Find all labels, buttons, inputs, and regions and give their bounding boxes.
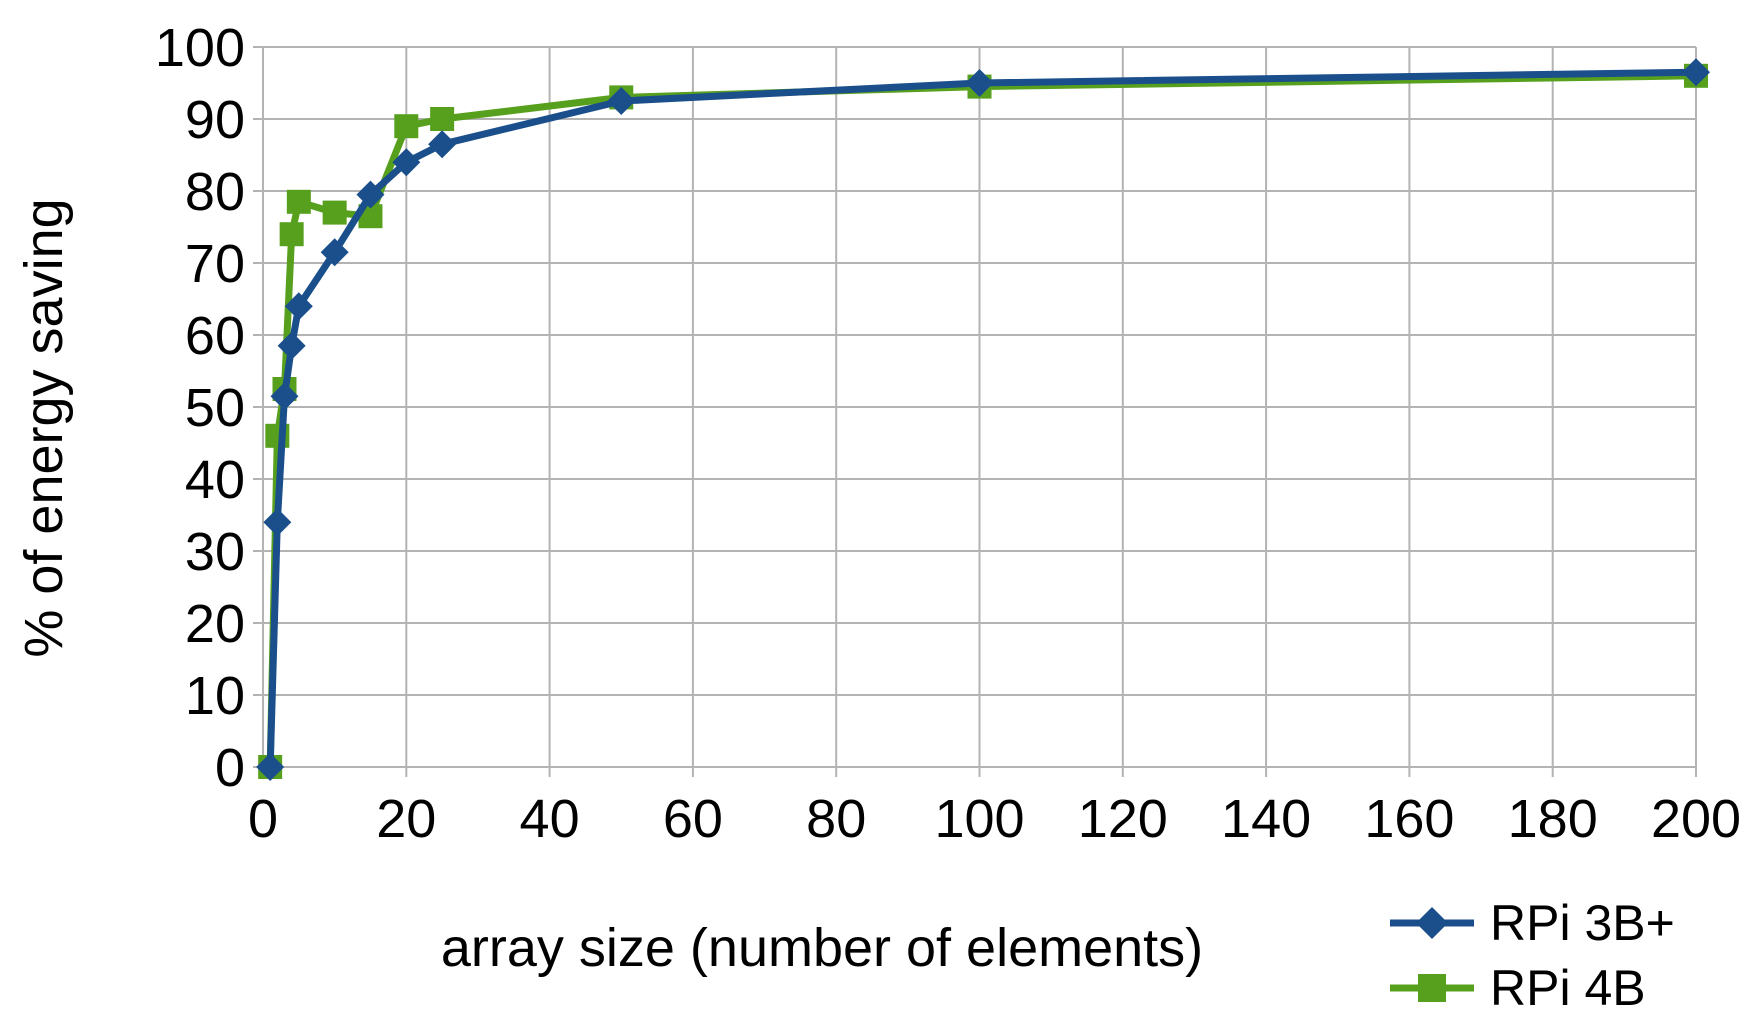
data-point [263, 508, 292, 537]
x-axis-title: array size (number of elements) [441, 918, 1203, 978]
data-series [256, 58, 1710, 781]
y-tick-label: 90 [185, 90, 245, 150]
legend-label: RPi 3B+ [1490, 895, 1675, 951]
data-point [356, 180, 385, 209]
y-tick-label: 100 [155, 18, 245, 78]
series-line [266, 68, 1697, 768]
data-point [1682, 58, 1710, 87]
data-point [965, 69, 994, 97]
x-tick-label: 180 [1508, 789, 1598, 849]
y-tick-label: 70 [185, 234, 245, 294]
legend: RPi 3B+ RPi 4B [1390, 895, 1675, 1016]
grid [253, 46, 1697, 777]
data-point [277, 331, 306, 360]
data-point [394, 114, 419, 139]
x-tick-label: 100 [934, 789, 1024, 849]
y-tick-label: 50 [185, 378, 245, 438]
legend-item: RPi 4B [1390, 960, 1646, 1016]
legend-swatch-marker [1416, 907, 1448, 939]
data-point [428, 130, 457, 159]
x-tick-label: 40 [520, 789, 580, 849]
series-rpi-4b [258, 63, 1708, 779]
data-point [284, 292, 313, 321]
data-point [256, 753, 285, 781]
legend-item: RPi 3B+ [1390, 895, 1675, 951]
y-axis-title: % of energy saving [14, 198, 74, 657]
data-point [286, 189, 311, 214]
x-tick-label: 140 [1221, 789, 1311, 849]
legend-label: RPi 4B [1490, 960, 1646, 1016]
y-tick-label: 80 [185, 162, 245, 222]
data-point [270, 382, 299, 411]
y-tick-label: 20 [185, 594, 245, 654]
x-tick-label: 120 [1078, 789, 1168, 849]
data-point [320, 238, 349, 267]
x-axis-ticks: 0 20 40 60 80 100 120 140 160 180 200 [248, 789, 1741, 849]
y-tick-label: 40 [185, 450, 245, 510]
x-tick-label: 160 [1364, 789, 1454, 849]
data-point [607, 87, 636, 115]
y-tick-label: 10 [185, 666, 245, 726]
series-rpi-3b- [256, 58, 1710, 781]
y-tick-label: 30 [185, 522, 245, 582]
legend-swatch-marker [1418, 974, 1446, 1002]
data-point [322, 200, 347, 225]
y-axis-ticks: 0 10 20 30 40 50 60 70 80 90 100 [155, 18, 245, 798]
x-tick-label: 20 [376, 789, 436, 849]
x-tick-label: 200 [1651, 789, 1741, 849]
x-tick-label: 60 [663, 789, 723, 849]
data-point [279, 222, 304, 247]
x-tick-label: 80 [806, 789, 866, 849]
x-tick-label: 0 [248, 789, 278, 849]
data-point [392, 148, 421, 177]
y-tick-label: 60 [185, 306, 245, 366]
y-tick-label: 0 [215, 738, 245, 798]
data-point [430, 107, 455, 131]
series-line [266, 72, 1697, 768]
